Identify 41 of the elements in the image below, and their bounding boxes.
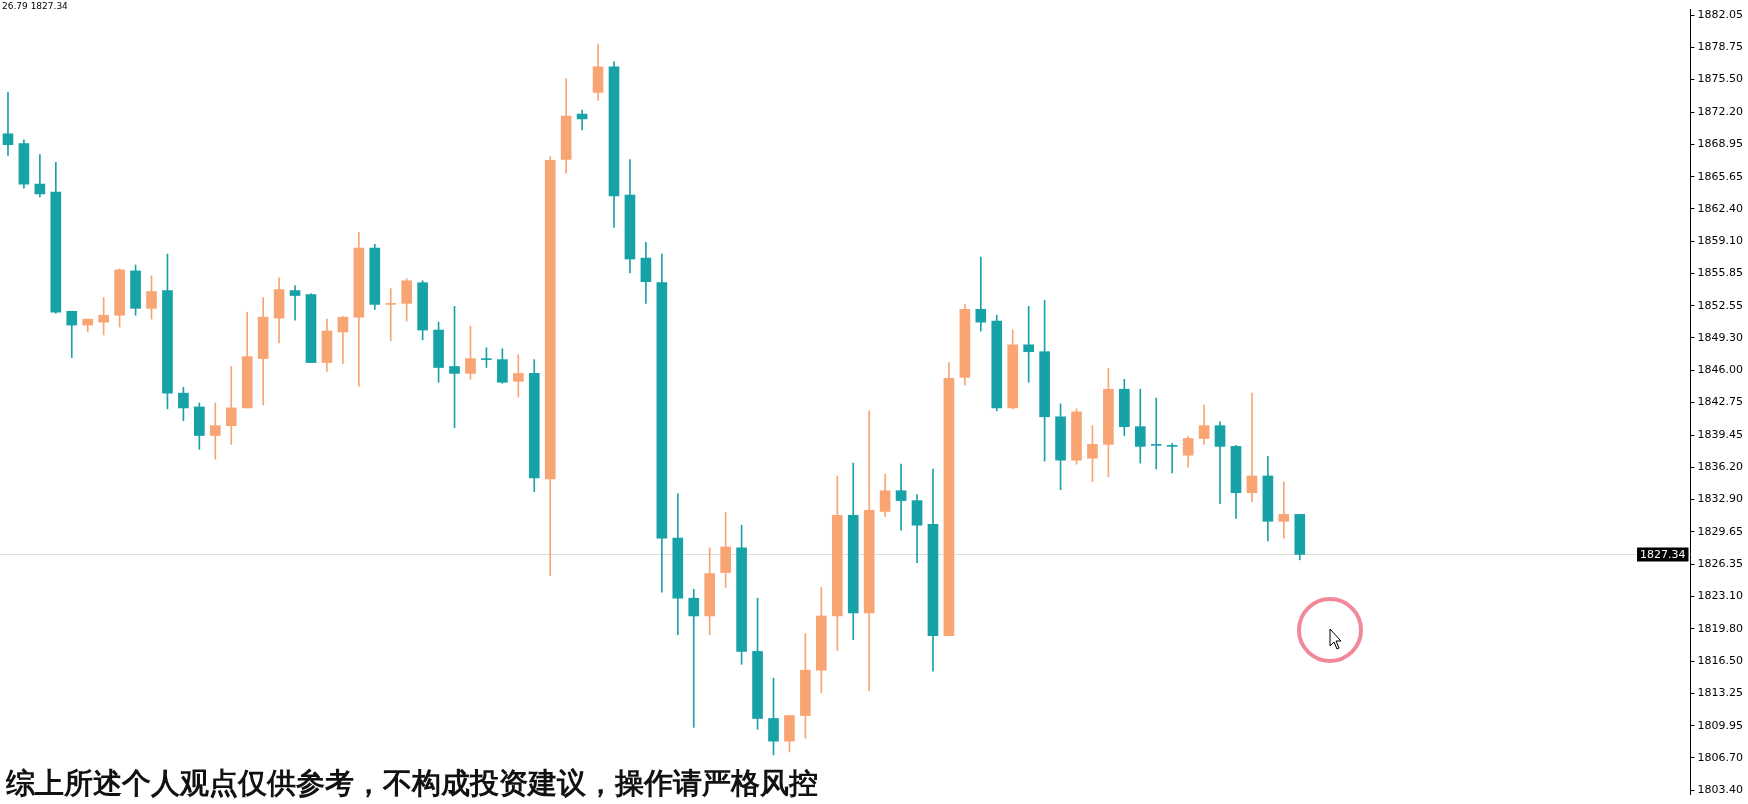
y-tick-label: 1806.70 — [1697, 750, 1744, 764]
y-tick-label: 1872.20 — [1697, 105, 1744, 118]
y-tick-label: 1882.05 — [1697, 7, 1744, 21]
y-tick-label: 1826.35 — [1697, 557, 1744, 571]
candlestick — [1246, 392, 1258, 502]
y-tick-label: 1823.10 — [1697, 589, 1744, 603]
y-tick-label: 1832.90 — [1697, 492, 1744, 506]
y-tick-label: 1846.00 — [1697, 363, 1744, 377]
y-tick-label: 1865.65 — [1697, 169, 1744, 183]
y-tick-label: 1819.80 — [1697, 621, 1744, 635]
candlestick — [385, 288, 397, 342]
candlestick — [209, 402, 221, 460]
annotation: 26.79 1827.34 — [2, 1, 68, 11]
candlestick — [2, 92, 14, 156]
y-tick-label: 1849.30 — [1697, 330, 1744, 344]
candlestick — [512, 354, 524, 398]
candlestick — [1150, 397, 1162, 470]
y-tick-label: 1859.10 — [1697, 234, 1744, 248]
candlestick — [1166, 443, 1178, 474]
y-tick-label: 1852.55 — [1697, 298, 1744, 312]
candlestick — [1278, 481, 1290, 539]
y-tick-label: 1836.20 — [1697, 459, 1744, 473]
y-tick-label: 1862.40 — [1697, 201, 1744, 215]
y-tick-label: 1855.85 — [1697, 266, 1744, 280]
y-tick-label: 1875.50 — [1697, 72, 1744, 86]
y-tick-label: 1816.50 — [1697, 654, 1744, 668]
y-tick-label: 1842.75 — [1697, 395, 1744, 409]
y-tick-label: 1878.75 — [1697, 40, 1744, 54]
candlestick — [688, 589, 700, 728]
candlestick — [289, 285, 301, 321]
y-tick-label: 1829.65 — [1697, 524, 1744, 538]
candlestick — [895, 463, 907, 531]
y-tick-label: 1809.95 — [1697, 718, 1744, 732]
y-tick-label: 1803.40 — [1697, 783, 1744, 797]
candlestick — [225, 366, 237, 445]
candlestick — [975, 256, 987, 332]
y-tick-label: 1839.45 — [1697, 427, 1744, 441]
annotation: 综上所述个人观点仅供参考，不构成投资建议，操作请严格风控 — [6, 766, 818, 800]
y-tick-label: 1813.25 — [1697, 686, 1744, 700]
ref-line-label: 1827.34 — [1640, 547, 1686, 561]
y-tick-label: 1868.95 — [1697, 137, 1744, 151]
